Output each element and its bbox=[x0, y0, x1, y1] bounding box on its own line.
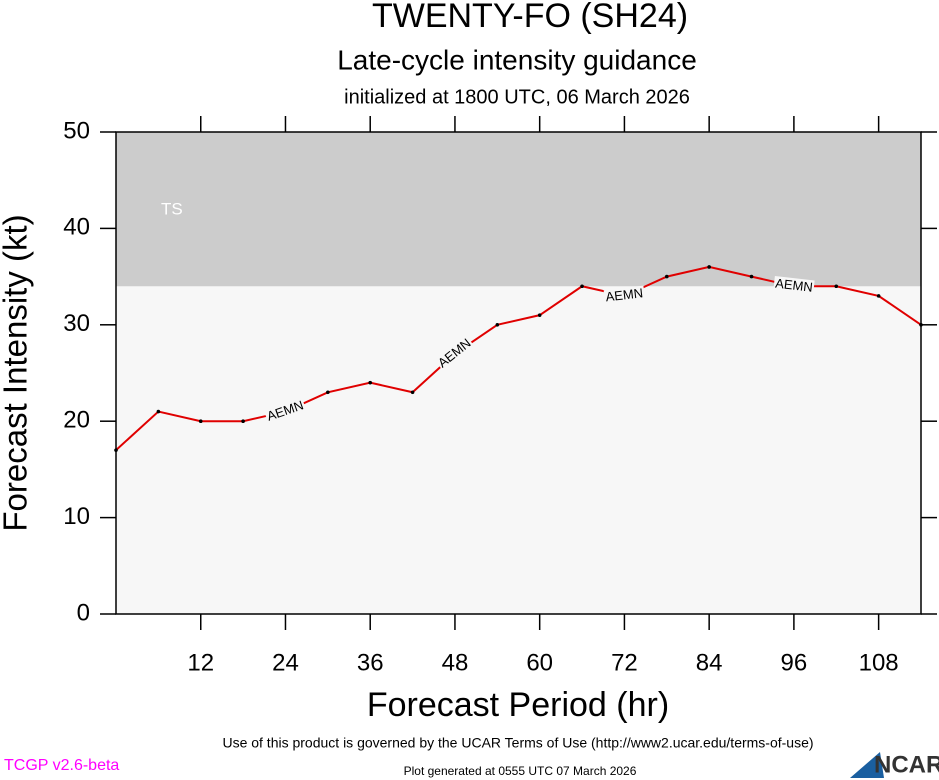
line-label: AEMN bbox=[605, 285, 644, 304]
x-tick-label: 12 bbox=[187, 649, 214, 676]
x-tick-label: 36 bbox=[357, 649, 384, 676]
logo-text: NCAR bbox=[874, 751, 939, 778]
data-point bbox=[876, 294, 881, 298]
x-tick-label: 24 bbox=[272, 649, 299, 676]
data-point bbox=[241, 419, 245, 424]
data-point bbox=[198, 419, 203, 424]
y-tick-label: 30 bbox=[63, 310, 90, 337]
data-point bbox=[368, 380, 373, 385]
data-point bbox=[749, 274, 754, 279]
data-point bbox=[410, 390, 415, 395]
data-point bbox=[537, 313, 542, 317]
y-axis-label: Forecast Intensity (kt) bbox=[0, 214, 34, 531]
band-label: TS bbox=[161, 199, 183, 218]
generated-label: Plot generated at 0555 UTC 07 March 2026 bbox=[404, 764, 637, 778]
line-label: AEMN bbox=[775, 276, 814, 295]
init-label: initialized at 1800 UTC, 06 March 2026 bbox=[344, 86, 690, 108]
x-tick-label: 108 bbox=[859, 649, 899, 676]
line-label-bg bbox=[263, 397, 307, 426]
line-label-bg bbox=[773, 276, 815, 297]
line-label-group: AEMN bbox=[603, 285, 646, 307]
x-tick-label: 84 bbox=[696, 649, 723, 676]
terms-note: Use of this product is governed by the U… bbox=[222, 735, 813, 751]
data-point bbox=[326, 390, 330, 395]
version-label: TCGP v2.6-beta bbox=[4, 757, 119, 774]
y-tick-label: 40 bbox=[63, 214, 90, 241]
x-tick-label: 96 bbox=[781, 649, 808, 676]
y-tick-label: 0 bbox=[77, 599, 90, 626]
x-tick-label: 60 bbox=[526, 649, 553, 676]
line-label-group: AEMN bbox=[773, 276, 815, 297]
chart-title: TWENTY-FO (SH24) bbox=[372, 0, 688, 35]
plot-frame bbox=[115, 131, 922, 615]
logo-mark bbox=[850, 752, 884, 778]
data-point bbox=[707, 265, 711, 269]
data-point bbox=[156, 409, 161, 414]
intensity-band bbox=[116, 132, 921, 287]
y-tick-label: 50 bbox=[63, 117, 90, 144]
line-label-bg bbox=[434, 335, 476, 373]
data-point bbox=[495, 323, 500, 327]
y-tick-label: 20 bbox=[63, 407, 90, 434]
chart-subtitle: Late-cycle intensity guidance bbox=[337, 44, 697, 75]
x-tick-label: 48 bbox=[442, 649, 469, 676]
x-tick-label: 72 bbox=[611, 649, 638, 676]
data-point bbox=[664, 274, 669, 279]
y-tick-label: 10 bbox=[63, 503, 90, 530]
data-point bbox=[834, 284, 839, 289]
data-point bbox=[580, 284, 584, 289]
x-axis-label: Forecast Period (hr) bbox=[367, 686, 669, 724]
line-label-bg bbox=[603, 285, 646, 307]
